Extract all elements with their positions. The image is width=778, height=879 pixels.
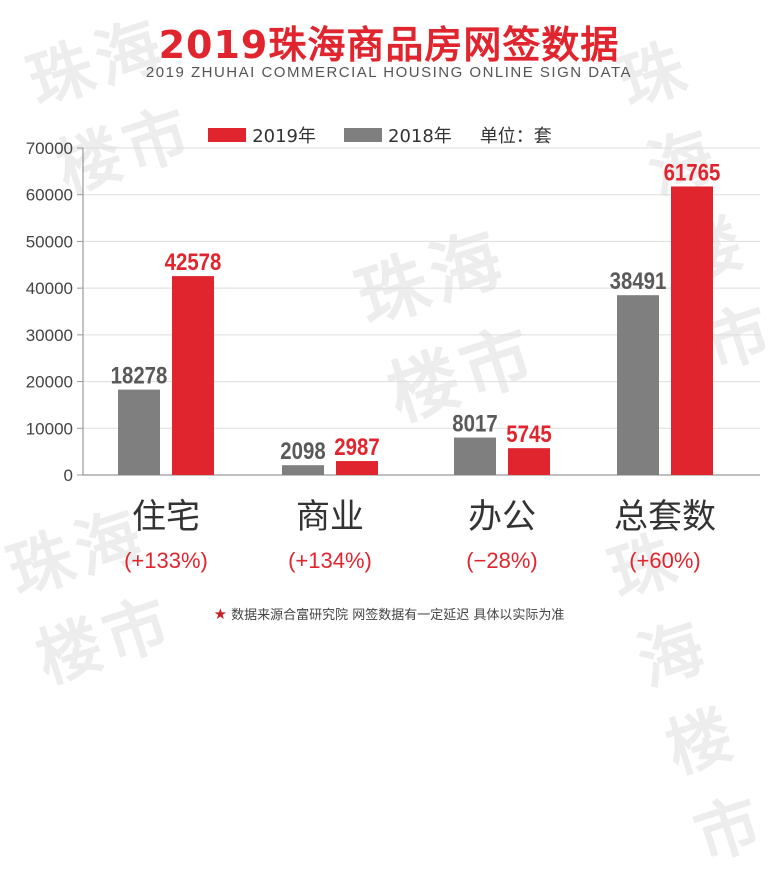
bar-2018	[617, 295, 659, 475]
chart-title: 2019珠海商品房网签数据	[158, 23, 620, 67]
legend-label-2019: 2019年	[252, 126, 316, 147]
bar-2019	[671, 186, 713, 475]
legend-label-2018: 2018年	[388, 126, 452, 147]
data-label-2018: 18278	[111, 362, 168, 389]
legend-item-2019: 2019年	[208, 122, 316, 148]
y-tick-label: 70000	[26, 139, 73, 158]
data-label-2019: 2987	[334, 433, 379, 460]
y-tick-label: 30000	[26, 326, 73, 345]
legend-swatch-2018	[344, 128, 382, 142]
data-label-2019: 5745	[506, 421, 551, 448]
y-tick-label: 20000	[26, 373, 73, 392]
data-label-2019: 42578	[165, 249, 222, 276]
category-label: 商业	[296, 497, 364, 537]
data-label-2018: 8017	[452, 410, 497, 437]
y-tick-label: 50000	[26, 232, 73, 251]
change-label: (+60%)	[629, 548, 701, 573]
footnote-text: 数据来源合富研究院 网签数据有一定延迟 具体以实际为准	[231, 608, 565, 623]
bar-chart: 0 10000 20000 30000 40000 50000 60000 70000 1827…	[26, 139, 760, 573]
change-label: (+134%)	[288, 548, 372, 573]
change-label: (−28%)	[466, 548, 538, 573]
legend-unit: 单位：套	[480, 122, 552, 148]
bar-2018	[118, 389, 160, 475]
chart-subtitle: 2019 ZHUHAI COMMERCIAL HOUSING ONLINE SI…	[145, 64, 633, 81]
unit-label: 单位：套	[479, 126, 552, 147]
category-label: 住宅	[132, 497, 200, 537]
data-label-2018: 38491	[610, 268, 667, 295]
bar-2019	[336, 461, 378, 475]
footnote: ★ 数据来源合富研究院 网签数据有一定延迟 具体以实际为准	[0, 604, 778, 623]
bar-2019	[508, 448, 550, 475]
category-label: 总套数	[614, 497, 716, 537]
legend-item-2018: 2018年	[344, 122, 452, 148]
data-label-2019: 61765	[664, 159, 721, 186]
y-tick-label: 60000	[26, 186, 73, 205]
category-label: 办公	[468, 497, 536, 537]
y-tick-label: 10000	[26, 419, 73, 438]
legend: 2019年 2018年 单位：套	[0, 122, 778, 148]
legend-swatch-2019	[208, 128, 247, 142]
y-tick-label: 40000	[26, 279, 73, 298]
change-label: (+133%)	[124, 548, 208, 573]
star-icon: ★	[213, 605, 228, 623]
bar-2018	[282, 465, 324, 475]
bar-2018	[454, 437, 496, 475]
bar-2019	[172, 276, 214, 475]
y-tick-label: 0	[64, 466, 73, 485]
data-label-2018: 2098	[280, 438, 325, 465]
